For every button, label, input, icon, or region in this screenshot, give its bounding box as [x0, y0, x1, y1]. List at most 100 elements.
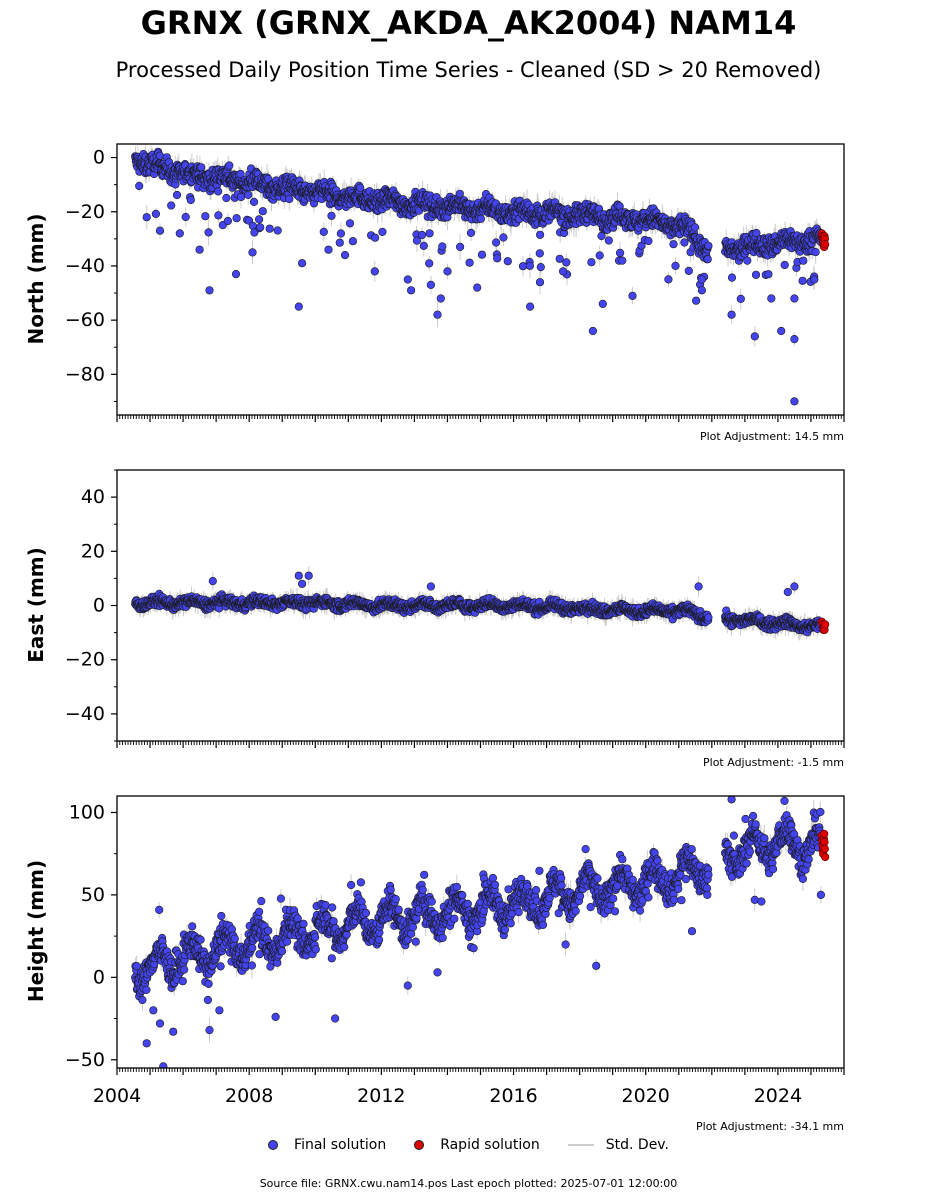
final-point: [704, 241, 713, 250]
final-point: [518, 262, 528, 271]
final-point: [438, 242, 447, 251]
final-point: [535, 249, 544, 258]
final-point: [340, 251, 350, 260]
final-point: [798, 276, 807, 285]
final-point: [417, 230, 427, 240]
final-point: [265, 224, 274, 233]
final-point: [214, 211, 223, 220]
final-point: [407, 286, 416, 295]
final-point: [810, 275, 819, 284]
final-point: [197, 163, 206, 172]
final-point: [231, 270, 241, 279]
final-point: [727, 310, 736, 319]
y-tick-label: −60: [65, 309, 105, 331]
final-point: [680, 238, 689, 247]
final-point: [223, 216, 232, 226]
final-point: [236, 192, 246, 202]
final-point: [764, 270, 773, 279]
final-point: [799, 256, 808, 265]
final-point: [477, 250, 487, 259]
plot-adjustment-label: Plot Adjustment: 14.5 mm: [700, 430, 844, 443]
panel-0: 0 −20 −40 −60 −80 North (mm) Plot Adjustment: …: [24, 143, 845, 443]
final-point: [175, 229, 184, 238]
final-point: [536, 263, 545, 272]
final-point: [135, 181, 144, 191]
final-point: [255, 215, 264, 224]
final-point: [324, 245, 333, 254]
y-tick-label: 0: [93, 147, 105, 169]
final-point: [727, 273, 737, 282]
final-point: [186, 195, 195, 205]
final-point: [493, 254, 502, 263]
final-point: [691, 296, 701, 305]
final-point: [752, 228, 761, 238]
final-point: [142, 213, 151, 222]
final-point: [697, 286, 707, 295]
final-point: [403, 275, 412, 284]
final-point: [777, 326, 786, 336]
final-point: [151, 209, 160, 218]
final-point: [743, 256, 752, 265]
final-point: [558, 267, 568, 276]
final-point: [736, 294, 745, 304]
rapid-point: [821, 240, 830, 249]
final-point: [294, 302, 303, 311]
final-point: [588, 326, 598, 336]
final-point: [419, 241, 428, 250]
plot-area: [131, 566, 830, 641]
final-point: [767, 294, 776, 303]
final-point: [336, 229, 346, 238]
final-point: [555, 254, 564, 263]
final-point: [244, 190, 253, 199]
final-point: [195, 245, 204, 254]
final-point: [425, 259, 434, 268]
final-point: [356, 183, 365, 192]
rapid-solution-points: [817, 229, 830, 252]
final-point: [597, 231, 606, 241]
final-point: [327, 211, 336, 220]
final-point: [264, 174, 273, 184]
final-point: [604, 236, 613, 245]
final-point: [222, 193, 231, 203]
chart-title: GRNX (GRNX_AKDA_AK2004) NAM14: [140, 4, 797, 42]
final-point: [167, 201, 176, 210]
final-point: [345, 219, 355, 228]
final-point: [273, 226, 282, 235]
final-point: [248, 248, 257, 257]
final-point: [750, 332, 759, 341]
chart-subtitle: Processed Daily Position Time Series - C…: [115, 58, 822, 82]
final-point: [499, 233, 508, 242]
final-point: [466, 228, 476, 237]
final-point: [426, 280, 436, 290]
final-point: [535, 278, 545, 287]
final-point: [492, 238, 501, 247]
final-point: [348, 237, 358, 246]
plot-area: [131, 144, 830, 406]
final-solution-points: [131, 147, 825, 406]
final-point: [618, 256, 627, 265]
final-point: [751, 270, 761, 279]
final-point: [433, 310, 442, 319]
final-point: [598, 299, 607, 309]
final-point: [319, 227, 328, 236]
final-point: [503, 257, 512, 266]
y-tick-label: −20: [65, 201, 105, 223]
final-point: [256, 223, 265, 232]
final-point: [412, 236, 422, 245]
final-point: [525, 261, 535, 270]
final-point: [285, 194, 294, 204]
final-point: [790, 397, 799, 406]
final-point: [155, 151, 164, 160]
final-point: [172, 190, 182, 200]
final-point: [455, 189, 464, 198]
final-point: [465, 258, 474, 267]
final-point: [790, 335, 799, 344]
final-point: [615, 248, 625, 257]
final-point: [476, 214, 486, 223]
final-point: [456, 242, 465, 251]
y-axis-label: North (mm): [24, 213, 48, 344]
final-point: [595, 251, 604, 260]
final-point: [690, 223, 700, 232]
